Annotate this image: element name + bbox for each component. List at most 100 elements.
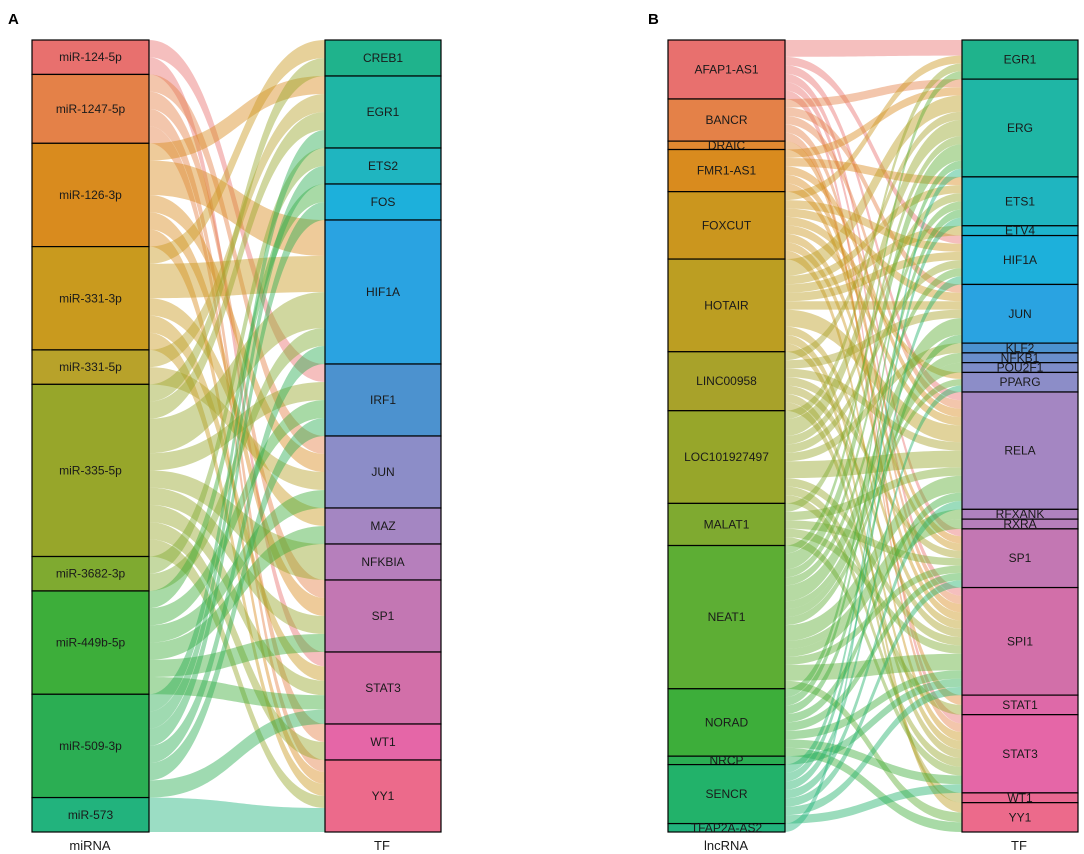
target-node-label: STAT3 — [1002, 747, 1038, 761]
target-node-yy1: YY1 — [324, 759, 442, 833]
target-node-irf1: IRF1 — [324, 363, 442, 437]
source-node-label: NEAT1 — [708, 610, 746, 624]
link-sencr-to-pparg — [785, 385, 962, 790]
target-node-label: WT1 — [370, 735, 396, 749]
link-foxcut-to-rela — [785, 225, 962, 426]
link-mir-1247-5p-to-wt1 — [149, 108, 325, 742]
source-node-mir-331-5p: miR-331-5p — [31, 349, 150, 385]
link-neat1-to-erg — [785, 144, 962, 570]
target-node-bar — [324, 723, 442, 761]
link-hotair-to-stat3 — [785, 334, 962, 750]
link-linc00958-to-stat3 — [785, 393, 962, 759]
target-node-label: STAT3 — [365, 681, 401, 695]
source-node-mir-124-5p: miR-124-5p — [31, 39, 150, 76]
target-node-label: RFXANK — [996, 507, 1045, 521]
target-node-label: HIF1A — [1003, 253, 1037, 267]
link-foxcut-to-egr1 — [785, 55, 962, 201]
link-neat1-to-egr1 — [785, 71, 962, 554]
target-node-bar — [324, 507, 442, 545]
link-norad-to-rela — [785, 492, 962, 723]
link-neat1-to-sp1 — [785, 565, 962, 665]
link-afap1-as1-to-egr1 — [785, 40, 962, 57]
link-mir-335-5p-to-egr1 — [149, 112, 325, 419]
link-norad-to-yy1 — [785, 747, 962, 832]
target-node-bar — [961, 39, 1079, 80]
link-loc101927497-to-hif1a — [785, 260, 962, 453]
link-hotair-to-etv4 — [785, 225, 962, 293]
panel-a-left-axis-label: miRNA — [69, 838, 110, 853]
link-sencr-to-hif1a — [785, 276, 962, 782]
link-foxcut-to-hif1a — [785, 200, 962, 252]
link-mir-509-3p-to-ets2 — [149, 166, 325, 729]
link-neat1-to-hif1a — [785, 268, 962, 586]
target-node-bar — [324, 759, 442, 833]
source-node-label: NORAD — [705, 715, 749, 729]
panel-b: B AFAP1-AS1 BANCR DRAIC FMR1-AS1 FOXCUT HOTAI… — [648, 11, 1079, 853]
target-node-stat3: STAT3 — [961, 714, 1079, 794]
link-linc00958-to-erg — [785, 111, 962, 361]
link-mir-335-5p-to-nfkbia — [149, 470, 325, 580]
link-sencr-to-rela — [785, 500, 962, 799]
target-node-spi1: SPI1 — [961, 586, 1079, 696]
source-node-loc101927497: LOC101927497 — [667, 410, 786, 505]
link-foxcut-to-spi1 — [785, 242, 962, 621]
link-linc00958-to-spi1 — [785, 385, 962, 638]
link-bancr-to-jun — [785, 107, 962, 293]
source-node-label: FMR1-AS1 — [697, 164, 757, 178]
source-node-bar — [667, 688, 786, 757]
link-mir-509-3p-to-irf1 — [149, 418, 325, 781]
source-node-bar — [667, 822, 786, 833]
source-node-label: miR-331-3p — [59, 291, 122, 305]
target-node-bar — [324, 363, 442, 437]
link-mir-335-5p-to-yy1 — [149, 539, 325, 808]
source-node-hotair: HOTAIR — [667, 258, 786, 353]
target-node-label: SPI1 — [1007, 634, 1033, 648]
target-node-stat1: STAT1 — [961, 694, 1079, 716]
panel-a-letter: A — [8, 11, 19, 28]
panel-b-links — [785, 40, 962, 833]
source-node-bancr: BANCR — [667, 98, 786, 142]
source-node-label: miR-124-5p — [59, 50, 122, 64]
link-fmr1-as1-to-sp1 — [785, 174, 962, 544]
link-mir-335-5p-to-sp1 — [149, 487, 325, 634]
target-node-bar — [324, 75, 442, 149]
link-mir-3682-3p-to-hif1a — [149, 328, 325, 591]
target-node-nfkbia: NFKBIA — [324, 543, 442, 581]
link-mir-1247-5p-to-sp1 — [149, 91, 325, 599]
source-node-label: LOC101927497 — [684, 450, 769, 464]
target-node-egr1: EGR1 — [324, 75, 442, 149]
source-node-mir-335-5p: miR-335-5p — [31, 383, 150, 558]
target-node-ets2: ETS2 — [324, 147, 442, 185]
source-node-label: miR-509-3p — [59, 739, 122, 753]
source-node-label: miR-1247-5p — [56, 102, 126, 116]
target-node-hif1a: HIF1A — [324, 219, 442, 365]
link-mir-509-3p-to-egr1 — [149, 130, 325, 712]
target-node-bar — [324, 219, 442, 365]
link-mir-335-5p-to-creb1 — [149, 58, 325, 402]
target-node-sp1: SP1 — [324, 579, 442, 653]
target-node-bar — [961, 528, 1079, 589]
link-mir-331-3p-to-hif1a — [149, 256, 325, 299]
source-node-bar — [31, 693, 150, 799]
source-node-mir-1247-5p: miR-1247-5p — [31, 73, 150, 144]
target-node-bar — [324, 435, 442, 509]
source-node-bar — [667, 98, 786, 142]
link-mir-509-3p-to-hif1a — [149, 346, 325, 764]
link-mir-331-5p-to-egr1 — [149, 94, 325, 368]
source-node-label: miR-573 — [68, 808, 114, 822]
source-node-bar — [31, 383, 150, 558]
link-foxcut-to-pparg — [785, 216, 962, 379]
target-node-bar — [961, 283, 1079, 344]
link-loc101927497-to-spi1 — [785, 478, 962, 646]
target-node-jun: JUN — [961, 283, 1079, 344]
link-norad-to-sp1 — [785, 572, 962, 731]
link-mir-335-5p-to-stat3 — [149, 504, 325, 696]
source-node-label: miR-449b-5p — [56, 636, 126, 650]
source-node-foxcut: FOXCUT — [667, 191, 786, 260]
link-mir-449b-5p-to-sp1 — [149, 634, 325, 678]
link-malat1-to-erg — [785, 136, 962, 512]
target-node-label: POU2F1 — [997, 361, 1044, 375]
target-node-label: SP1 — [372, 609, 395, 623]
link-neat1-to-nfkb1 — [785, 352, 962, 610]
target-node-label: PPARG — [999, 375, 1040, 389]
